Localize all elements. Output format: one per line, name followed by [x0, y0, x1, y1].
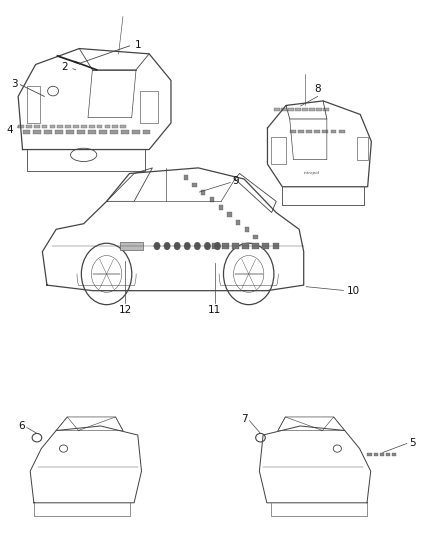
Bar [386, 453, 390, 456]
Bar [65, 125, 71, 128]
Bar [275, 108, 280, 111]
Text: 8: 8 [314, 84, 321, 94]
Circle shape [174, 242, 180, 250]
Bar [33, 131, 41, 134]
Bar [49, 125, 55, 128]
Bar [113, 125, 118, 128]
Bar [227, 212, 232, 217]
Bar [288, 108, 293, 111]
Bar [105, 125, 110, 128]
Text: 9: 9 [232, 176, 239, 187]
Bar [201, 190, 205, 195]
Bar [66, 131, 74, 134]
Text: 2: 2 [61, 62, 67, 72]
Bar [306, 130, 312, 133]
Circle shape [204, 242, 211, 250]
Bar [271, 137, 286, 164]
Circle shape [154, 242, 160, 250]
Bar [272, 243, 279, 249]
Bar [254, 235, 258, 239]
Bar [120, 242, 143, 250]
Bar [141, 91, 158, 123]
Bar [99, 131, 107, 134]
Bar [262, 243, 269, 249]
Bar [322, 130, 328, 133]
Bar [26, 125, 32, 128]
Text: 3: 3 [11, 79, 17, 88]
Bar [314, 130, 320, 133]
Bar [219, 205, 223, 209]
Bar [18, 125, 24, 128]
Bar [331, 130, 336, 133]
Text: 12: 12 [119, 305, 132, 315]
Bar [27, 86, 40, 123]
Text: 10: 10 [346, 286, 360, 296]
Circle shape [164, 242, 170, 250]
Text: 7: 7 [241, 414, 247, 424]
Bar [242, 243, 249, 249]
Bar [290, 130, 296, 133]
Circle shape [194, 242, 201, 250]
Bar [236, 220, 240, 224]
Bar [89, 125, 95, 128]
Bar [282, 108, 287, 111]
Bar [323, 108, 328, 111]
Bar [252, 243, 259, 249]
Bar [57, 125, 63, 128]
Bar [121, 131, 129, 134]
Bar [357, 137, 367, 160]
Bar [212, 243, 219, 249]
Bar [339, 130, 345, 133]
Bar [367, 453, 372, 456]
Bar [298, 130, 304, 133]
Bar [184, 175, 188, 180]
Bar [97, 125, 102, 128]
Bar [88, 131, 96, 134]
Bar [374, 453, 378, 456]
Text: 5: 5 [409, 438, 416, 448]
Circle shape [214, 242, 221, 250]
Text: intrepid: intrepid [304, 171, 320, 175]
Bar [380, 453, 384, 456]
Bar [192, 182, 197, 187]
Bar [316, 108, 321, 111]
Bar [81, 125, 87, 128]
Text: 1: 1 [135, 41, 142, 50]
Bar [120, 125, 126, 128]
Text: 4: 4 [6, 125, 13, 135]
Bar [55, 131, 63, 134]
Bar [22, 131, 30, 134]
Text: 6: 6 [18, 421, 25, 431]
Bar [110, 131, 118, 134]
Bar [143, 131, 150, 134]
Bar [132, 131, 140, 134]
Bar [77, 131, 85, 134]
Bar [34, 125, 39, 128]
Circle shape [184, 242, 191, 250]
Bar [295, 108, 300, 111]
Bar [392, 453, 396, 456]
Bar [210, 197, 214, 202]
Bar [232, 243, 239, 249]
Bar [73, 125, 79, 128]
Bar [44, 131, 52, 134]
Bar [42, 125, 47, 128]
Text: 11: 11 [208, 305, 221, 315]
Bar [302, 108, 307, 111]
Bar [222, 243, 229, 249]
Bar [245, 227, 249, 232]
Bar [309, 108, 314, 111]
